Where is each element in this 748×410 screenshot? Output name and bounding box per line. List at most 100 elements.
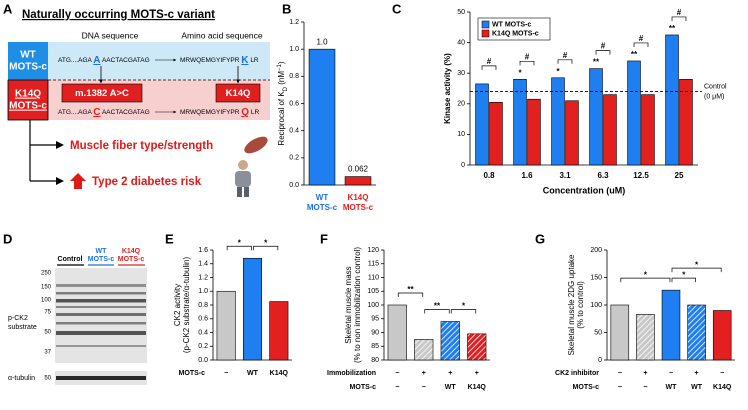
row-label: + <box>422 370 426 377</box>
target-label: substrate <box>8 324 37 331</box>
row-name: Immobilization <box>327 370 376 377</box>
bar <box>679 79 693 166</box>
significance-bracket <box>481 65 497 70</box>
significance-label: ** <box>407 285 414 294</box>
row-name: CK2 inhibitor <box>555 370 599 377</box>
y-tick-label: 20 <box>457 101 465 108</box>
bar <box>589 68 603 166</box>
significance-label: * <box>695 260 699 269</box>
significance-bracket <box>424 309 450 314</box>
x-axis-label: Concentration (uM) <box>543 185 626 195</box>
y-tick-label: 1.6 <box>198 247 208 254</box>
seq-part: MRWQEMGYIFYPR <box>180 57 241 64</box>
person-leg <box>237 187 242 197</box>
y-tick-label: 50 <box>594 329 602 336</box>
substitution-box <box>215 83 261 103</box>
seq-part: AACTACGATAG <box>101 109 150 116</box>
marker: 150 <box>41 285 52 291</box>
y-axis-label: (% to control) <box>576 281 585 329</box>
y-axis-label: CK2 activity <box>173 284 182 326</box>
wt-label: WT <box>20 50 36 61</box>
bar <box>636 314 655 361</box>
significance-bracket <box>595 50 611 55</box>
significance-bracket <box>557 59 573 64</box>
k14q-aa: MRWQEMGYIFYPR Q LR <box>180 107 259 118</box>
y-tick-label: 1.2 <box>198 274 208 281</box>
significance-label: * <box>462 302 466 311</box>
significance-bracket <box>671 16 687 21</box>
marker: 75 <box>44 310 51 316</box>
bar <box>551 77 565 166</box>
panel-label: E <box>165 231 174 246</box>
panel-label: A <box>3 1 13 16</box>
panel-d: D Control WT MOTS-c K14Q MOTS-c 250 150 … <box>3 231 147 385</box>
blot-bands <box>56 284 146 347</box>
marker: 50 <box>44 376 51 382</box>
marker: 100 <box>41 298 52 304</box>
seq-site: Q <box>241 107 249 118</box>
row-label: − <box>395 370 399 377</box>
significance-label: # <box>639 34 644 43</box>
bar <box>387 304 407 361</box>
x-tick-label: K14Q <box>713 384 732 391</box>
bar <box>527 98 541 166</box>
reference-label: Control <box>704 83 727 90</box>
y-tick-label: 0.0 <box>198 357 208 364</box>
x-tick-label: WT <box>666 384 678 391</box>
significance-bracket <box>633 42 649 47</box>
up-arrow <box>70 173 86 189</box>
label-line: K14Q <box>348 193 369 202</box>
label-part: D <box>283 86 289 91</box>
loading-band <box>56 376 146 380</box>
y-tick-label: 110 <box>368 274 379 281</box>
y-tick-label: 1.0 <box>198 288 208 295</box>
significance-label: # <box>677 8 682 17</box>
bar <box>344 176 372 186</box>
tree <box>29 120 62 182</box>
arrowheads <box>56 141 64 185</box>
bar <box>513 79 527 166</box>
bar <box>712 310 732 361</box>
bar <box>627 60 641 166</box>
bar <box>308 48 336 186</box>
bar <box>641 94 655 166</box>
seq-part: LR <box>249 109 259 116</box>
significance-label: # <box>563 51 568 60</box>
y-tick-label: 0.0 <box>289 182 299 189</box>
marker: 50 <box>44 330 51 336</box>
seq-site: K <box>241 55 249 66</box>
x-tick-label: WT <box>445 384 457 391</box>
bar <box>603 94 617 166</box>
significance-label: * <box>682 270 686 279</box>
panel-label: C <box>392 1 402 16</box>
bar <box>475 83 489 166</box>
y-axis-label: Skeletal muscle mass <box>344 266 353 343</box>
lane-label: WT <box>96 248 108 255</box>
panel-label: B <box>282 1 291 16</box>
y-tick-label: 85 <box>371 343 379 350</box>
x-tick-label: − <box>618 384 622 391</box>
y-tick-label: 100 <box>367 302 379 309</box>
seq-part: AACTACGATAG <box>101 57 150 64</box>
x-tick-label: WT <box>691 384 703 391</box>
x-tick-label: − <box>224 370 228 377</box>
y-axis-label: Skeletal muscle 2DG uptake <box>567 254 576 355</box>
x-tick-label: K14Q MOTS-c <box>343 193 374 212</box>
diagram-title: Naturally occurring MOTS-c variant <box>22 9 215 21</box>
y-tick-label: 115 <box>368 261 379 268</box>
legend-swatch <box>481 20 490 29</box>
y-tick-label: 0.6 <box>289 100 299 107</box>
label-part: −1 <box>277 63 283 71</box>
y-tick-label: 0.6 <box>198 316 208 323</box>
x-tick-label: − <box>643 384 647 391</box>
panel-label: D <box>3 231 12 246</box>
significance-label: * <box>264 238 268 247</box>
wt-band <box>8 42 270 80</box>
y-axis-label: (p-CK2 substrate/α-tubulin) <box>182 257 191 354</box>
y-tick-label: 50 <box>457 9 465 16</box>
panel-label: G <box>535 231 545 246</box>
seq-site: A <box>93 55 100 66</box>
significance-label: # <box>525 52 530 61</box>
wt-dna: ATG....AGA A AACTACGATAG <box>58 55 150 66</box>
significance-label: ** <box>593 58 600 67</box>
